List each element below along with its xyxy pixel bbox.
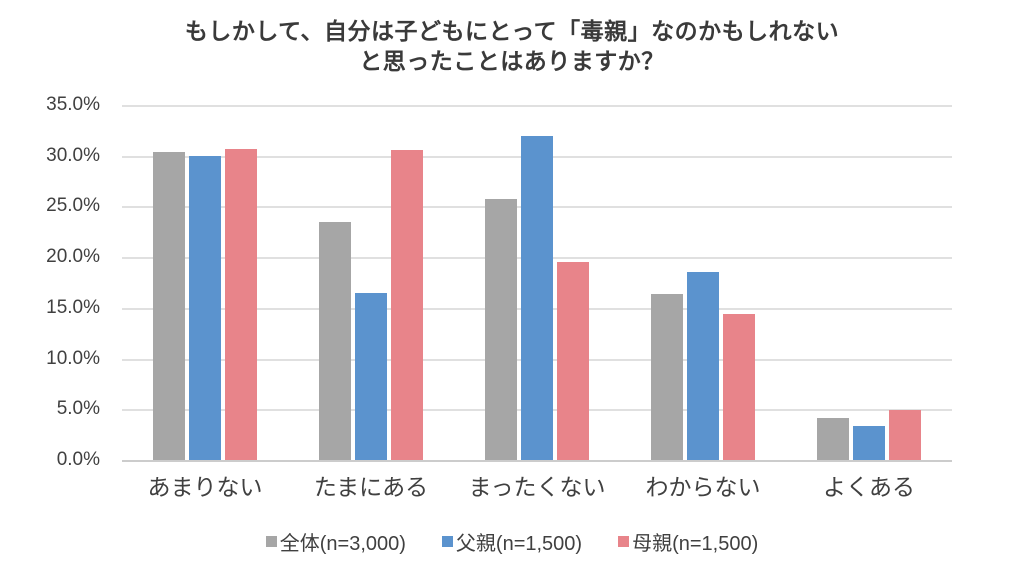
x-tick-label: あまりない bbox=[147, 474, 263, 500]
x-tick-label: たまにある bbox=[313, 474, 429, 500]
legend-label: 母親(n=1,500) bbox=[632, 533, 759, 555]
bar bbox=[687, 272, 719, 460]
y-tick-label: 5.0% bbox=[56, 398, 100, 420]
bar-group-2 bbox=[288, 105, 454, 460]
bar bbox=[817, 418, 849, 460]
y-tick-label: 30.0% bbox=[46, 144, 100, 166]
legend-item: 父親(n=1,500) bbox=[441, 527, 583, 556]
legend-marker-icon bbox=[618, 536, 630, 547]
bar-group-1 bbox=[122, 105, 288, 460]
bar-group-3 bbox=[454, 105, 620, 460]
legend-marker-icon bbox=[441, 536, 453, 547]
bar bbox=[723, 313, 755, 460]
bar-groups bbox=[122, 105, 952, 460]
legend-label: 父親(n=1,500) bbox=[455, 533, 583, 555]
bar bbox=[391, 149, 423, 460]
x-tick-label: よくある bbox=[823, 474, 915, 500]
x-axis-labels: あまりない たまにある まったくない わからない よくある bbox=[122, 468, 952, 502]
bar bbox=[889, 410, 921, 460]
y-tick-label: 25.0% bbox=[46, 195, 100, 217]
y-tick-label: 10.0% bbox=[46, 347, 100, 369]
gridline bbox=[122, 105, 952, 107]
bar bbox=[485, 199, 517, 460]
legend-item: 全体(n=3,000) bbox=[265, 527, 406, 556]
bar bbox=[521, 136, 553, 460]
x-tick-label: わからない bbox=[645, 474, 761, 500]
bar bbox=[225, 148, 257, 460]
legend-label: 全体(n=3,000) bbox=[279, 533, 406, 555]
bar-group-4 bbox=[620, 105, 786, 460]
chart-title-line1: もしかして、自分は子どもにとって「毒親」なのかもしれない bbox=[184, 18, 840, 44]
y-tick-label: 0.0% bbox=[56, 449, 100, 470]
bar bbox=[355, 292, 387, 460]
legend-item: 母親(n=1,500) bbox=[618, 527, 758, 556]
chart-title-line2: と思ったことはありますか？ bbox=[359, 48, 665, 75]
y-tick-label: 20.0% bbox=[46, 246, 100, 268]
bar bbox=[651, 293, 683, 460]
bar bbox=[319, 221, 351, 460]
x-tick-label: まったくない bbox=[468, 474, 606, 500]
y-axis-labels: 35.0% 30.0% 25.0% 20.0% 15.0% 10.0% 5.0% 0.0% bbox=[0, 94, 100, 470]
plot-area bbox=[122, 105, 952, 462]
y-tick-label: 15.0% bbox=[46, 296, 100, 318]
chart-title: もしかして、自分は子どもにとって「毒親」なのかもしれない と思ったことはあります… bbox=[0, 16, 1024, 77]
bar-group-5 bbox=[786, 105, 952, 460]
bar bbox=[557, 262, 589, 460]
y-tick-label: 35.0% bbox=[46, 94, 100, 115]
bar bbox=[853, 425, 885, 460]
legend-marker-icon bbox=[265, 536, 277, 547]
bar bbox=[189, 155, 221, 460]
legend: 全体(n=3,000) 父親(n=1,500) 母親(n=1,500) bbox=[0, 527, 1024, 556]
bar bbox=[153, 151, 185, 460]
